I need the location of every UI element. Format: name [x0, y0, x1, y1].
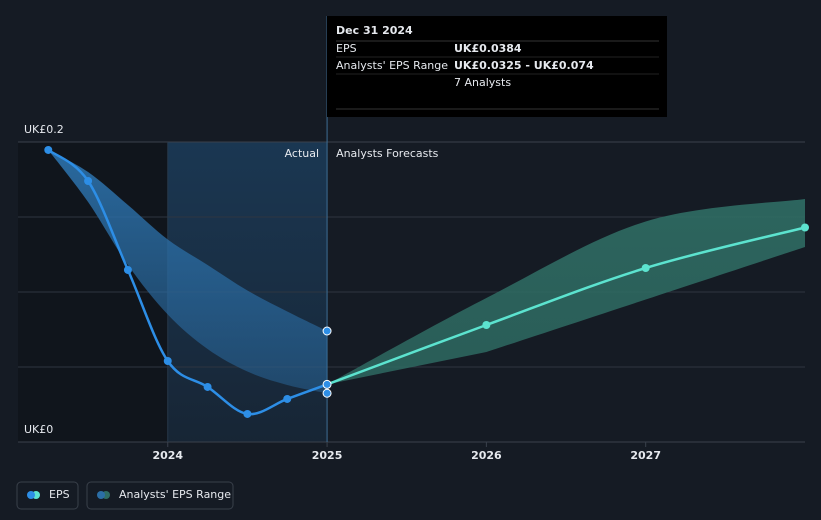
- eps-range-band: [48, 149, 328, 394]
- tooltip-value: 7 Analysts: [454, 76, 511, 89]
- eps-point: [482, 321, 491, 329]
- eps-point: [243, 409, 252, 418]
- range-point: [322, 326, 332, 336]
- tooltip: Dec 31 2024 EPS UK£0.0384 Analysts' EPS Ran…: [327, 16, 667, 117]
- legend-label: Analysts' EPS Range: [119, 488, 231, 501]
- legend-label: EPS: [49, 488, 70, 501]
- x-tick-label: 2024: [152, 449, 183, 462]
- legend-box: [86, 481, 234, 510]
- eps-point: [641, 264, 650, 272]
- legend-box: [16, 481, 79, 510]
- eps-range-band-forecast: [327, 199, 805, 385]
- tooltip-value: UK£0.0384: [454, 42, 522, 55]
- tooltip-label: EPS: [336, 42, 357, 55]
- legend-item[interactable]: Analysts' EPS Range: [86, 481, 234, 510]
- tooltip-value: UK£0.0325 - UK£0.074: [454, 59, 594, 72]
- legend-item[interactable]: EPS: [16, 481, 79, 510]
- eps-point: [44, 145, 53, 154]
- x-tick-label: 2027: [630, 449, 661, 462]
- y-tick-label: UK£0: [24, 423, 53, 436]
- eps-point: [84, 177, 93, 185]
- eps-line: [47, 148, 328, 416]
- eps-point: [322, 379, 332, 389]
- eps-point: [163, 357, 172, 365]
- eps-point: [203, 382, 212, 391]
- eps-point: [283, 394, 292, 403]
- x-tick-label: 2026: [471, 449, 502, 462]
- eps-point: [801, 223, 809, 232]
- tooltip-date: Dec 31 2024: [336, 24, 413, 37]
- tooltip-box: [327, 16, 667, 117]
- legend-swatch: [27, 491, 35, 499]
- eps-point: [123, 265, 132, 274]
- x-tick-label: 2025: [312, 449, 343, 462]
- actual-label: Actual: [285, 147, 319, 160]
- y-tick-label: UK£0.2: [24, 123, 64, 136]
- tooltip-label: Analysts' EPS Range: [336, 59, 448, 72]
- forecast-label: Analysts Forecasts: [336, 147, 439, 160]
- legend-swatch: [97, 491, 105, 499]
- eps-line-forecast: [326, 226, 806, 386]
- range-point: [322, 388, 332, 398]
